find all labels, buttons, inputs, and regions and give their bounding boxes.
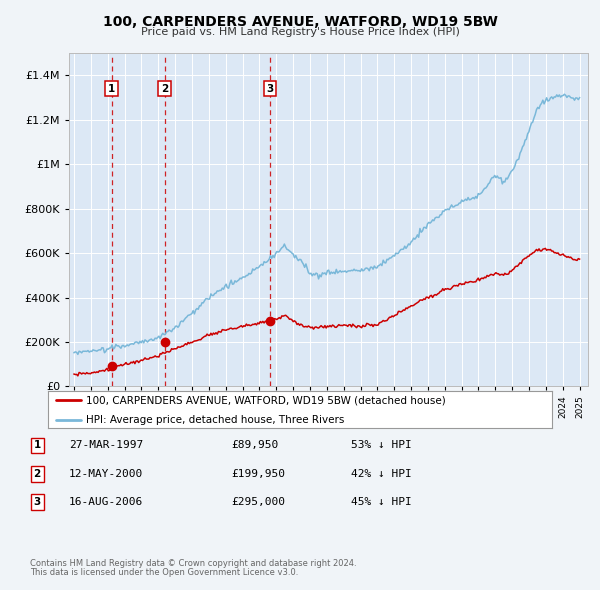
Text: Contains HM Land Registry data © Crown copyright and database right 2024.: Contains HM Land Registry data © Crown c… bbox=[30, 559, 356, 568]
Text: £89,950: £89,950 bbox=[231, 441, 278, 450]
Text: 12-MAY-2000: 12-MAY-2000 bbox=[69, 469, 143, 478]
Text: 27-MAR-1997: 27-MAR-1997 bbox=[69, 441, 143, 450]
Text: £295,000: £295,000 bbox=[231, 497, 285, 507]
Text: £199,950: £199,950 bbox=[231, 469, 285, 478]
Text: 2: 2 bbox=[34, 469, 41, 478]
Text: 100, CARPENDERS AVENUE, WATFORD, WD19 5BW: 100, CARPENDERS AVENUE, WATFORD, WD19 5B… bbox=[103, 15, 497, 29]
Text: 100, CARPENDERS AVENUE, WATFORD, WD19 5BW (detached house): 100, CARPENDERS AVENUE, WATFORD, WD19 5B… bbox=[86, 395, 446, 405]
Text: 3: 3 bbox=[266, 84, 274, 94]
Text: 16-AUG-2006: 16-AUG-2006 bbox=[69, 497, 143, 507]
Text: 45% ↓ HPI: 45% ↓ HPI bbox=[351, 497, 412, 507]
Text: 53% ↓ HPI: 53% ↓ HPI bbox=[351, 441, 412, 450]
Text: 42% ↓ HPI: 42% ↓ HPI bbox=[351, 469, 412, 478]
Text: 3: 3 bbox=[34, 497, 41, 507]
Text: 2: 2 bbox=[161, 84, 168, 94]
Text: This data is licensed under the Open Government Licence v3.0.: This data is licensed under the Open Gov… bbox=[30, 568, 298, 577]
Text: 1: 1 bbox=[108, 84, 115, 94]
Text: 1: 1 bbox=[34, 441, 41, 450]
Text: Price paid vs. HM Land Registry's House Price Index (HPI): Price paid vs. HM Land Registry's House … bbox=[140, 27, 460, 37]
Text: HPI: Average price, detached house, Three Rivers: HPI: Average price, detached house, Thre… bbox=[86, 415, 344, 425]
